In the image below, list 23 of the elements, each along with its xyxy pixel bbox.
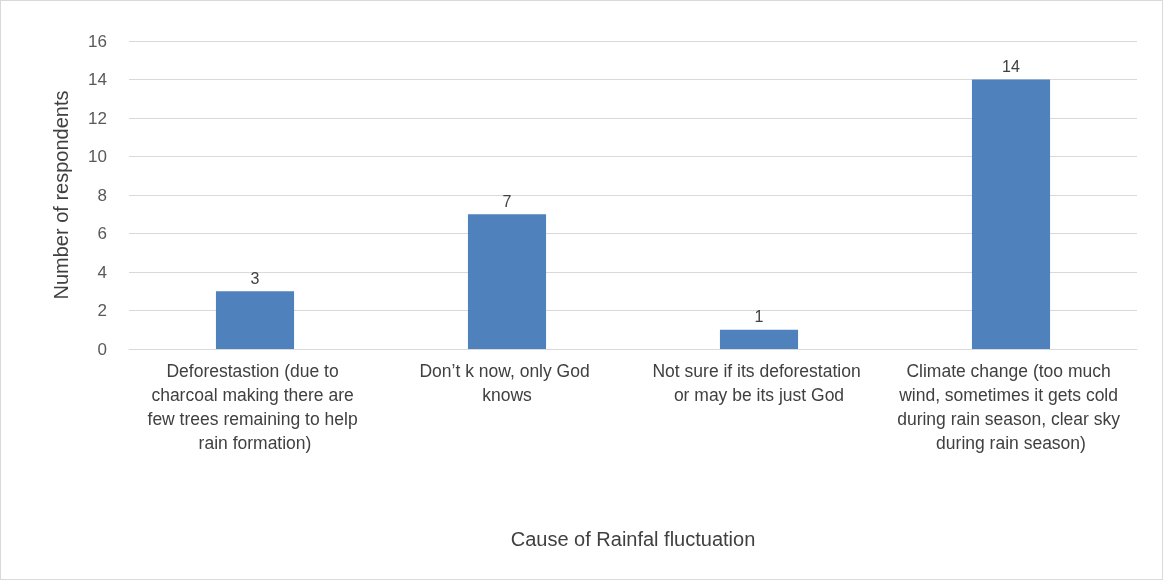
bar xyxy=(971,79,1051,349)
y-tick-label: 0 xyxy=(97,339,107,359)
bar xyxy=(215,291,295,349)
data-label: 7 xyxy=(502,192,512,210)
x-tick-label: Don’t k now, only God knows xyxy=(419,361,595,405)
y-tick-label: 2 xyxy=(97,301,107,320)
y-tick-label: 16 xyxy=(88,31,107,51)
y-tick-label: 8 xyxy=(97,185,107,205)
data-label: 3 xyxy=(250,269,260,287)
y-tick-label: 10 xyxy=(88,147,107,166)
x-axis-title: Cause of Rainfal fluctuation xyxy=(510,528,756,550)
x-tick-label: Not sure if its deforestation or may be its just God xyxy=(652,361,866,405)
bar xyxy=(467,214,547,349)
x-tick-label: Climate change (too much wind, sometimes it gets cold during rain season, clear sky during rain season) xyxy=(897,361,1125,453)
data-label: 1 xyxy=(754,308,764,326)
bar xyxy=(719,329,799,349)
data-label: 14 xyxy=(1002,58,1020,75)
y-axis-title: Number of respondents xyxy=(50,90,72,300)
y-tick-label: 14 xyxy=(88,70,107,89)
y-tick-label: 12 xyxy=(88,108,107,128)
y-tick-label: 4 xyxy=(97,262,107,282)
y-tick-label: 6 xyxy=(97,224,107,243)
x-tick-label: Deforestastion (due to charcoal making there are few trees remaining to help rain formation) xyxy=(147,361,363,453)
